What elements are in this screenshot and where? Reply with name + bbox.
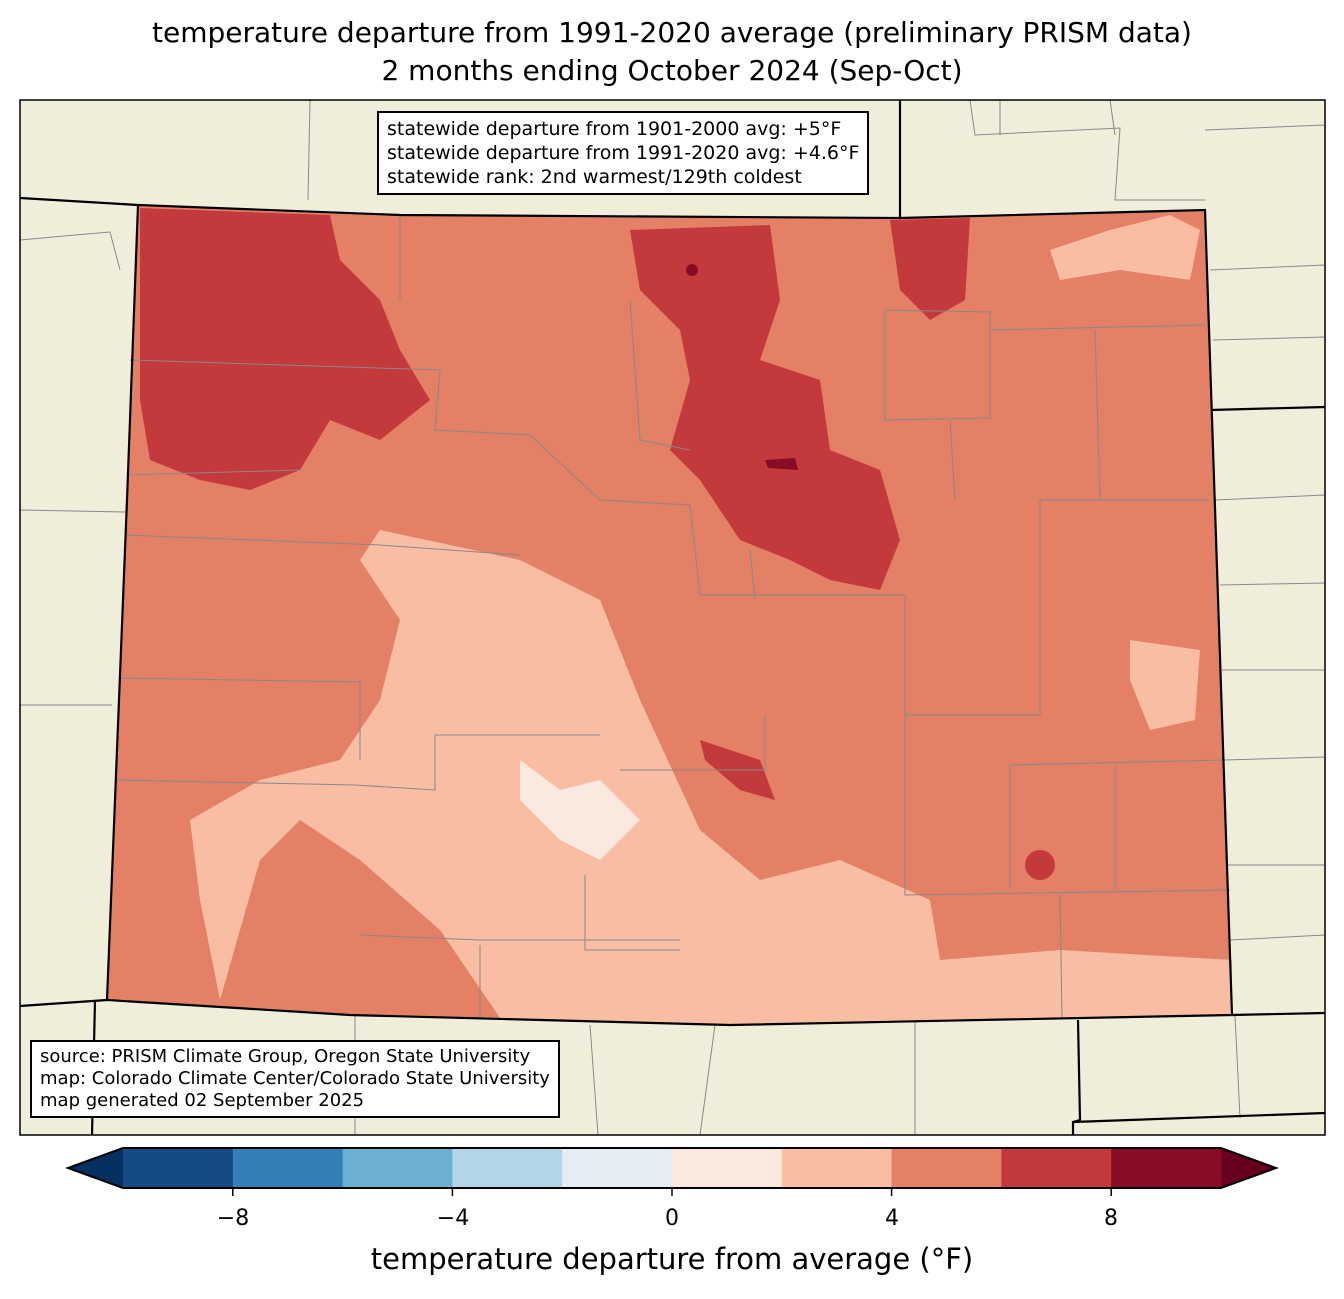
colorbar-bin <box>562 1148 673 1188</box>
source-line-3: map generated 02 September 2025 <box>40 1090 365 1111</box>
map-frame <box>19 99 1326 1136</box>
colorbar-bin <box>781 1148 893 1188</box>
colorbar-label: temperature departure from average (°F) <box>370 1242 974 1276</box>
colorbar-bin <box>342 1148 453 1188</box>
stats-line-3: statewide rank: 2nd warmest/129th coldes… <box>387 166 802 188</box>
departure-2-to-4-east <box>1130 640 1200 730</box>
departure-8-to-10-spot <box>686 264 698 276</box>
colorbar-tick-label: 0 <box>665 1206 679 1231</box>
colorbar-tick-label: −8 <box>216 1206 250 1231</box>
colorado-border <box>105 203 1234 1027</box>
departure-6-to-8-north <box>890 218 970 320</box>
colorbar-bin <box>232 1148 344 1188</box>
colorbar-bin <box>1001 1148 1112 1188</box>
stats-line-2: statewide departure from 1991-2020 avg: … <box>387 142 860 164</box>
colorbar-bin <box>672 1148 783 1188</box>
departure-2-to-4-ne <box>1050 215 1200 280</box>
departure-6-to-8-front-range <box>630 225 900 590</box>
departure-6-to-8-spot <box>1025 850 1055 880</box>
departure-6-to-8-nw <box>140 208 430 490</box>
colorbar-bin <box>123 1148 234 1188</box>
departure-2-to-4 <box>190 530 1232 1025</box>
source-box: source: PRISM Climate Group, Oregon Stat… <box>30 1040 560 1118</box>
colorbar-bin <box>891 1148 1002 1188</box>
county-lines <box>114 215 1231 1019</box>
source-line-1: source: PRISM Climate Group, Oregon Stat… <box>40 1046 531 1067</box>
colorbar-tick-label: 8 <box>1104 1206 1118 1231</box>
departure-0-to-2 <box>520 760 640 860</box>
colorbar-extend-low <box>68 1148 123 1188</box>
statewide-stats-box: statewide departure from 1901-2000 avg: … <box>377 111 870 195</box>
colorbar-bin <box>452 1148 563 1188</box>
departure-8-to-10 <box>765 458 798 470</box>
colorbar <box>65 1147 1279 1196</box>
stats-line-1: statewide departure from 1901-2000 avg: … <box>387 118 842 140</box>
title-line-1: temperature departure from 1991-2020 ave… <box>152 16 1192 49</box>
title-line-2: 2 months ending October 2024 (Sep-Oct) <box>381 54 963 87</box>
colorbar-tick-label: −4 <box>436 1206 470 1231</box>
colorbar-bin <box>1111 1148 1222 1188</box>
colorado-departure-field <box>105 203 1234 1027</box>
colorbar-extend-high <box>1221 1148 1276 1188</box>
colorbar-outline <box>65 1147 1279 1189</box>
source-line-2: map: Colorado Climate Center/Colorado St… <box>40 1068 550 1089</box>
colorbar-tick-label: 4 <box>885 1206 899 1231</box>
